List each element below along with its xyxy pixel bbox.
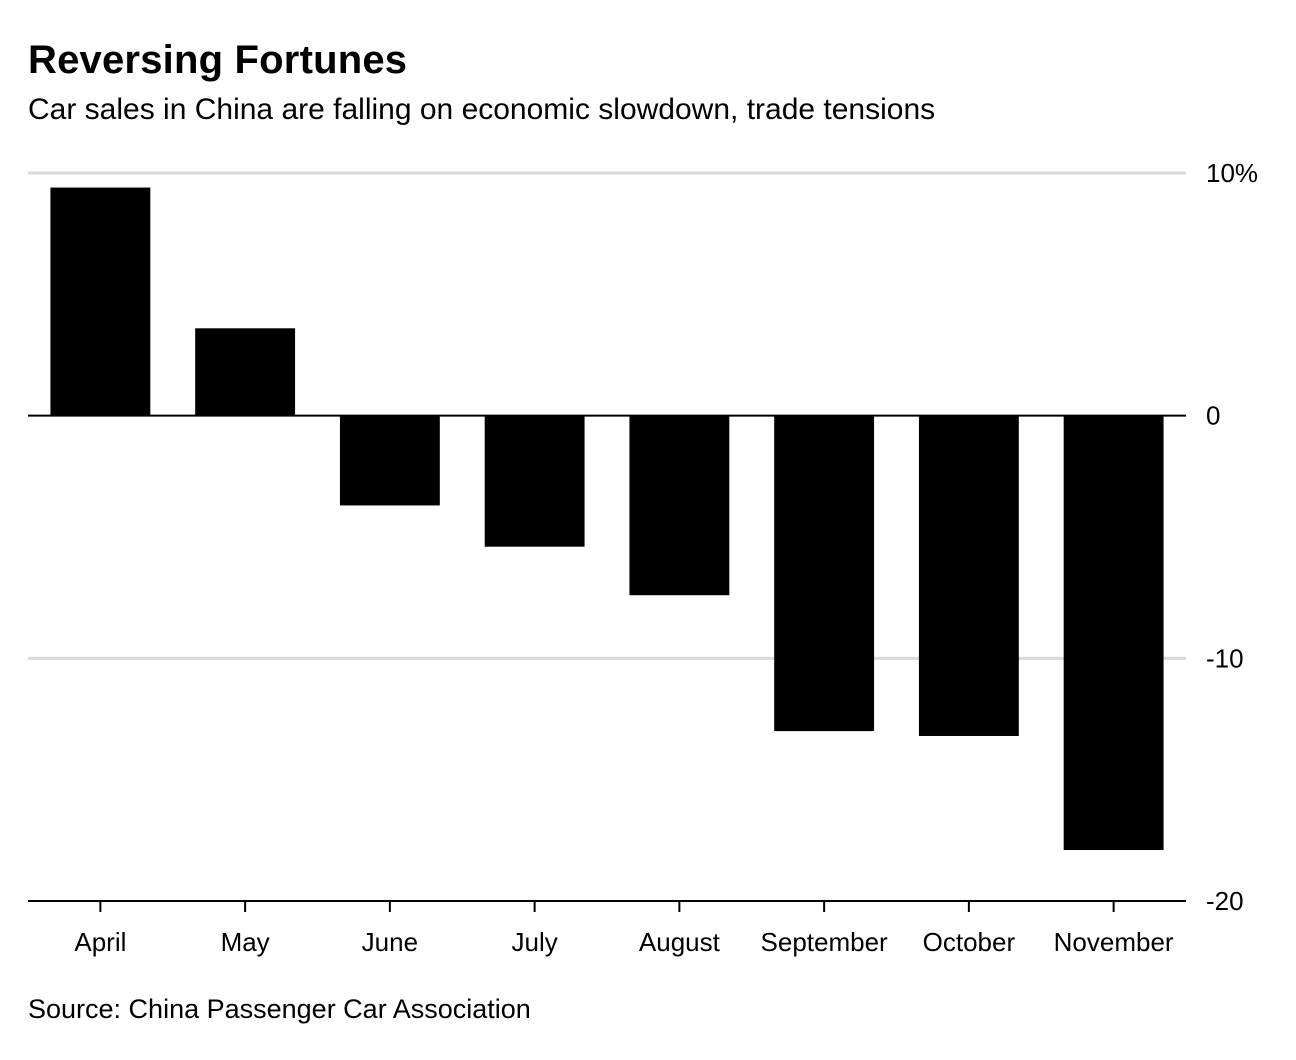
- x-tick-label: October: [923, 927, 1016, 957]
- y-tick-label: -20: [1206, 886, 1244, 916]
- source-note: Source: China Passenger Car Association: [28, 994, 531, 1024]
- bar-august: [629, 415, 730, 596]
- x-tick-label: November: [1054, 927, 1174, 957]
- bars: [50, 187, 1164, 851]
- axes: [28, 414, 1186, 912]
- x-tick-label: May: [221, 927, 270, 957]
- x-tick-label: June: [362, 927, 418, 957]
- x-tick-label: September: [761, 927, 889, 957]
- y-tick-label: -10: [1206, 643, 1244, 673]
- x-tick-label: July: [512, 927, 558, 957]
- x-tick-label: April: [74, 927, 126, 957]
- y-tick-label: 0: [1206, 401, 1220, 431]
- bar-april: [50, 187, 151, 416]
- bar-november: [1063, 415, 1164, 851]
- bar-july: [484, 415, 585, 547]
- bar-may: [195, 328, 296, 416]
- bar-september: [774, 415, 875, 732]
- axis-labels: 10% 0 -10 -20 April May June July August Septembe…: [74, 158, 1258, 957]
- x-tick-label: August: [639, 927, 721, 957]
- bar-october: [918, 415, 1019, 736]
- chart-subtitle: Car sales in China are falling on econom…: [28, 93, 936, 126]
- bar-june: [339, 415, 440, 506]
- y-tick-label: 10%: [1206, 158, 1258, 188]
- chart-title: Reversing Fortunes: [28, 38, 408, 82]
